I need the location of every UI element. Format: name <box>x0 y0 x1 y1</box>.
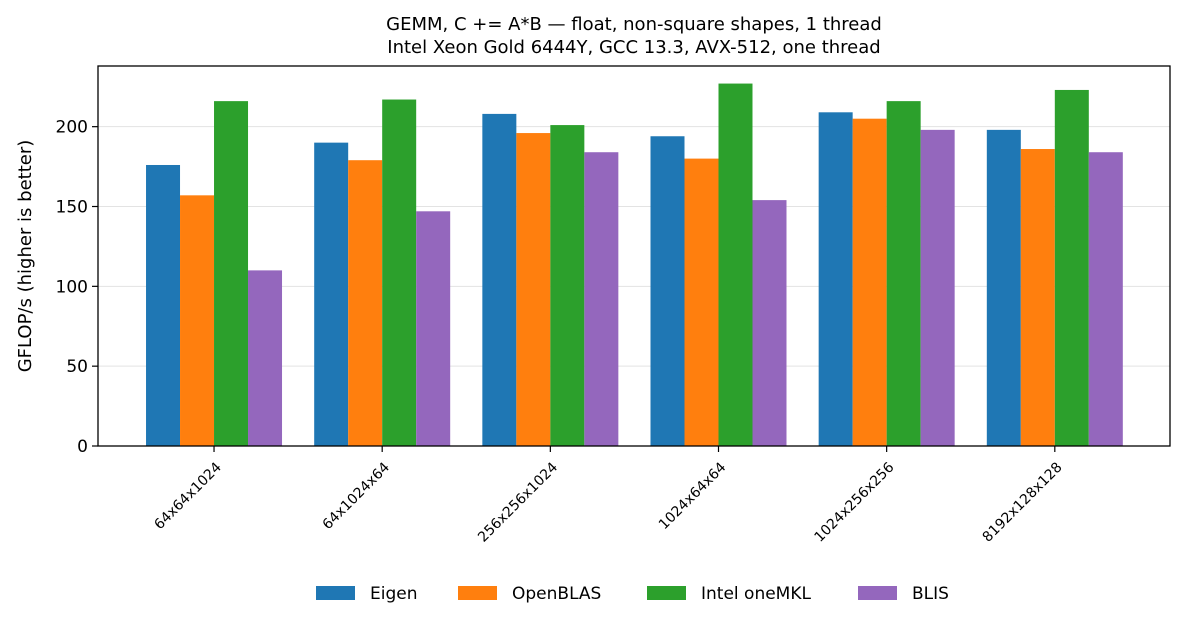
legend-swatch <box>316 586 355 600</box>
bar-intel-onemkl <box>1054 89 1089 446</box>
bar-intel-onemkl <box>886 101 921 447</box>
legend-label: OpenBLAS <box>512 584 601 604</box>
plot-area <box>97 65 1171 447</box>
bar-openblas <box>1020 149 1055 446</box>
bar-eigen <box>482 113 517 446</box>
bar-openblas <box>684 158 719 446</box>
legend-swatch <box>458 586 497 600</box>
x-tick-label: 64x1024x64 <box>320 459 393 532</box>
bar-eigen <box>314 142 349 446</box>
x-tick-label: 1024x64x64 <box>656 459 729 532</box>
bar-blis <box>1088 152 1123 446</box>
bar-eigen <box>146 164 181 447</box>
bar-intel-onemkl <box>550 125 585 447</box>
x-tick-label: 1024x256x256 <box>811 459 897 545</box>
bar-openblas <box>180 195 215 446</box>
bar-blis <box>248 270 283 446</box>
bar-openblas <box>852 118 887 446</box>
bar-eigen <box>818 112 853 446</box>
x-axis: 64x64x1024 64x1024x64 256x256x1024 1024x64x… <box>151 446 1066 546</box>
bar-openblas <box>348 160 383 447</box>
y-axis-label: GFLOP/s (higher is better) <box>15 140 36 373</box>
y-tick-label: 100 <box>56 277 88 297</box>
bar-eigen <box>650 136 685 446</box>
legend-label: Intel oneMKL <box>701 584 811 604</box>
bar-intel-onemkl <box>718 83 753 447</box>
y-tick-label: 150 <box>56 198 88 218</box>
chart-subtitle: Intel Xeon Gold 6444Y, GCC 13.3, AVX-512… <box>387 37 880 58</box>
bar-blis <box>752 200 787 446</box>
y-tick-label: 50 <box>66 357 88 377</box>
legend-swatch <box>647 586 686 600</box>
y-axis: 0 50 100 150 200 <box>56 118 98 457</box>
y-tick-label: 0 <box>77 437 88 457</box>
bar-blis <box>920 129 955 446</box>
bar-blis <box>584 152 619 446</box>
legend-label: BLIS <box>912 584 949 604</box>
bar-blis <box>416 211 451 446</box>
bar-intel-onemkl <box>382 99 417 446</box>
chart-title: GEMM, C += A*B — float, non-square shape… <box>386 14 882 35</box>
bar-openblas <box>516 133 551 446</box>
bar-eigen <box>986 129 1021 446</box>
bar-intel-onemkl <box>214 101 249 447</box>
x-tick-label: 64x64x1024 <box>151 459 224 532</box>
legend: Eigen OpenBLAS Intel oneMKL BLIS <box>316 584 949 604</box>
x-tick-label: 8192x128x128 <box>980 460 1066 546</box>
legend-swatch <box>858 586 897 600</box>
y-tick-label: 200 <box>56 118 88 138</box>
x-tick-label: 256x256x1024 <box>475 459 561 545</box>
legend-label: Eigen <box>370 584 418 604</box>
bars <box>146 83 1123 447</box>
